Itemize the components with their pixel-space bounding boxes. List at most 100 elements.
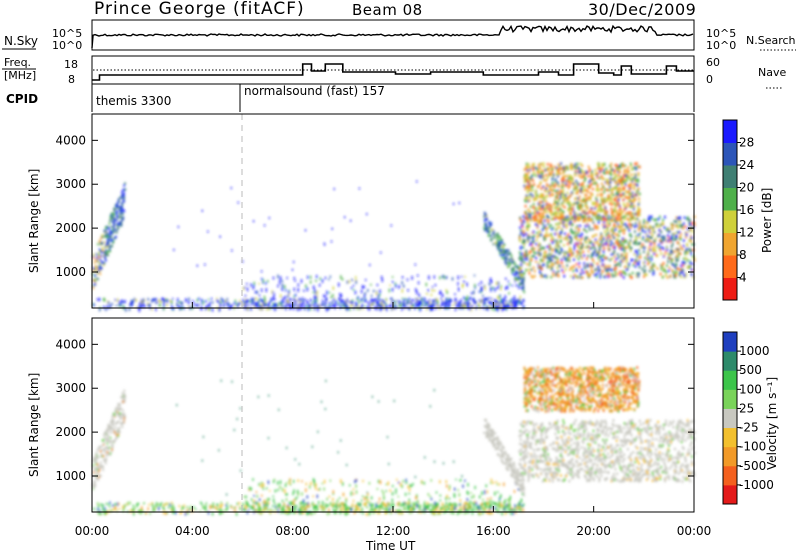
range-cell	[103, 459, 106, 463]
range-cell	[527, 253, 530, 256]
range-cell	[600, 175, 603, 178]
range-cell	[272, 305, 274, 308]
range-cell	[288, 290, 290, 294]
range-cell	[614, 164, 617, 167]
range-cell	[101, 235, 103, 239]
range-cell	[257, 300, 260, 305]
range-cell	[588, 181, 591, 184]
range-cell	[439, 290, 441, 293]
range-cell	[119, 404, 121, 407]
range-cell	[597, 266, 600, 269]
range-cell	[567, 167, 569, 171]
range-cell	[97, 504, 100, 508]
range-cell	[566, 165, 569, 169]
range-cell	[537, 251, 539, 255]
range-cell	[625, 255, 628, 259]
range-cell	[469, 500, 471, 505]
range-cell	[551, 227, 553, 231]
range-cell	[692, 275, 695, 279]
range-cell	[342, 306, 345, 309]
range-cell	[671, 238, 674, 242]
range-cell	[563, 169, 566, 173]
range-cell	[535, 256, 537, 260]
range-cell	[618, 202, 620, 206]
range-cell	[525, 268, 527, 272]
range-cell	[102, 249, 104, 252]
range-cell	[164, 503, 166, 506]
range-cell	[503, 298, 506, 301]
range-cell	[567, 255, 570, 259]
range-cell	[603, 212, 606, 216]
range-cell	[623, 250, 626, 254]
range-cell	[376, 301, 378, 305]
range-cell	[678, 273, 681, 277]
range-cell	[508, 306, 511, 309]
range-cell	[494, 302, 496, 306]
range-cell	[410, 305, 412, 309]
range-cell	[103, 305, 105, 310]
range-cell	[361, 297, 364, 300]
range-cell	[596, 176, 599, 179]
range-cell	[362, 511, 364, 515]
range-cell	[635, 236, 638, 240]
range-cell	[123, 414, 125, 417]
range-cell	[620, 254, 623, 257]
range-cell	[616, 166, 618, 170]
range-cell	[688, 247, 691, 251]
range-cell	[454, 299, 456, 303]
range-cell	[201, 503, 203, 506]
range-cell	[559, 214, 561, 217]
range-cell	[379, 497, 381, 501]
range-cell	[513, 295, 516, 300]
range-cell	[578, 198, 580, 202]
range-cell	[425, 282, 427, 287]
range-cell	[631, 215, 633, 218]
range-cell	[618, 182, 621, 185]
range-cell	[577, 166, 580, 170]
range-cell	[115, 422, 117, 425]
range-cell	[101, 241, 104, 245]
range-cell	[96, 463, 99, 466]
range-cell	[480, 290, 482, 294]
range-cell	[614, 198, 617, 202]
range-cell	[202, 300, 204, 304]
range-cell	[473, 274, 476, 277]
range-cell	[613, 255, 616, 259]
range-cell	[494, 307, 496, 312]
range-cell	[139, 302, 141, 306]
range-cell	[595, 272, 598, 276]
range-cell	[226, 298, 228, 301]
range-cell	[598, 249, 601, 252]
range-cell	[570, 250, 573, 253]
range-cell	[586, 171, 588, 174]
range-cell	[457, 282, 459, 286]
range-cell	[99, 258, 101, 261]
range-cell	[329, 479, 331, 482]
station-title: Prince George (fitACF)	[94, 0, 305, 19]
range-cell	[536, 168, 539, 171]
range-cell	[384, 302, 386, 305]
range-cell	[115, 437, 117, 440]
range-cell	[578, 195, 581, 198]
range-cell	[610, 243, 612, 247]
range-cell	[629, 226, 632, 230]
range-cell	[689, 222, 692, 226]
range-cell	[494, 299, 497, 303]
range-cell	[117, 502, 119, 506]
range-cell	[562, 182, 564, 185]
range-cell	[602, 171, 605, 175]
range-cell	[285, 306, 287, 309]
range-cell	[491, 511, 493, 515]
range-cell	[569, 165, 572, 168]
range-cell	[99, 455, 102, 458]
range-cell	[258, 303, 260, 307]
range-cell	[388, 288, 391, 293]
range-cell	[602, 250, 605, 254]
range-cell	[293, 499, 295, 502]
range-cell	[597, 221, 600, 224]
range-cell	[618, 219, 621, 222]
range-cell	[340, 304, 342, 307]
range-cell	[585, 197, 588, 201]
range-cell	[499, 294, 501, 297]
range-cell	[613, 236, 616, 240]
